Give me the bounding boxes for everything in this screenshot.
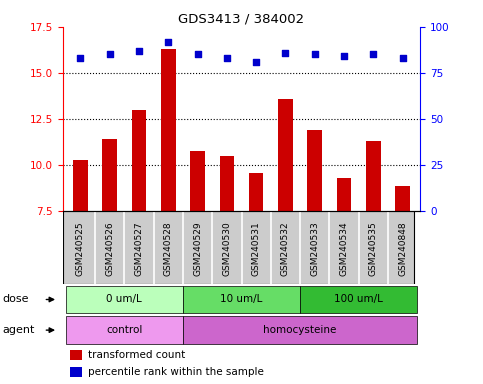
Bar (300, 286, 417, 313)
Point (252, 59, 260, 65)
Point (399, 55, 407, 61)
Bar (395, 186, 410, 211)
Text: GSM240848: GSM240848 (398, 222, 407, 276)
Point (194, 51, 201, 58)
Text: GSM240531: GSM240531 (252, 222, 261, 276)
Text: GSM240526: GSM240526 (105, 222, 114, 276)
Text: agent: agent (2, 325, 35, 335)
Bar (66, 316, 183, 344)
Text: GSM240528: GSM240528 (164, 222, 173, 276)
Bar (278, 99, 293, 211)
Bar (132, 109, 146, 211)
Text: GSM240534: GSM240534 (340, 222, 349, 276)
Text: 0 um/L: 0 um/L (106, 295, 142, 305)
Text: control: control (106, 325, 142, 335)
Bar (183, 286, 300, 313)
Point (76, 55, 84, 61)
Bar (102, 139, 117, 211)
Text: dose: dose (2, 295, 29, 305)
Point (282, 50, 289, 56)
Point (369, 51, 377, 58)
Text: GSM240525: GSM240525 (76, 222, 85, 276)
Bar (249, 173, 263, 211)
Point (223, 55, 231, 61)
Bar (307, 130, 322, 211)
Bar (183, 316, 417, 344)
Bar (70, 350, 83, 360)
Point (106, 51, 114, 58)
Text: GSM240535: GSM240535 (369, 222, 378, 276)
Point (340, 53, 348, 60)
Bar (70, 367, 83, 377)
Text: GSM240527: GSM240527 (134, 222, 143, 276)
Text: GSM240532: GSM240532 (281, 222, 290, 276)
Point (311, 51, 319, 58)
Bar (366, 141, 381, 211)
Text: 10 um/L: 10 um/L (220, 295, 263, 305)
Text: GSM240533: GSM240533 (310, 222, 319, 276)
Title: GDS3413 / 384002: GDS3413 / 384002 (178, 13, 305, 26)
Text: homocysteine: homocysteine (263, 325, 337, 335)
Point (164, 38, 172, 45)
Text: percentile rank within the sample: percentile rank within the sample (88, 367, 264, 377)
Bar (161, 49, 176, 211)
Text: GSM240529: GSM240529 (193, 222, 202, 276)
Bar (190, 151, 205, 211)
Text: 100 um/L: 100 um/L (334, 295, 383, 305)
Bar (220, 156, 234, 211)
Point (135, 48, 143, 54)
Bar (66, 286, 183, 313)
Bar (73, 160, 88, 211)
Text: GSM240530: GSM240530 (222, 222, 231, 276)
Bar (337, 177, 351, 211)
Text: transformed count: transformed count (88, 350, 185, 360)
